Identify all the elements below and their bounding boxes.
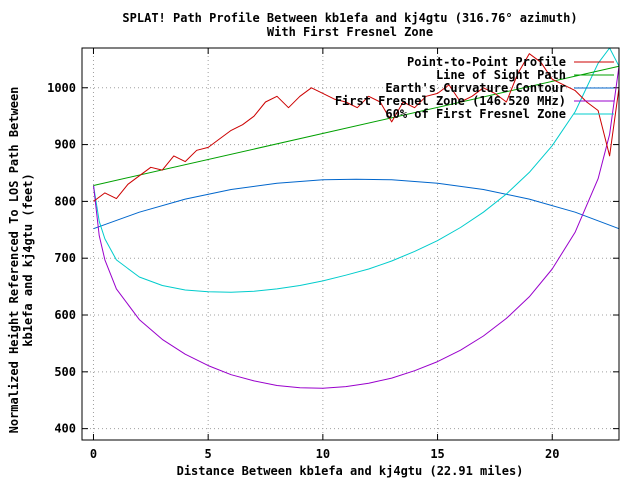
chart-title: SPLAT! Path Profile Between kb1efa and k…: [122, 11, 577, 25]
series-line-60-of-first-fresnel-zone: [93, 47, 620, 293]
legend-label: First Fresnel Zone (146.520 MHz): [335, 94, 566, 108]
legend-label: Earth's Curvature Contour: [385, 81, 566, 95]
y-axis-label-line2: kb1efa and kj4gtu (feet): [21, 173, 35, 346]
x-axis-label: Distance Between kb1efa and kj4gtu (22.9…: [177, 464, 524, 478]
x-tick-label: 5: [205, 447, 212, 461]
y-tick-label: 800: [54, 194, 76, 208]
y-tick-label: 900: [54, 138, 76, 152]
y-axis-label-line1: Normalized Height Referenced To LOS Path…: [7, 87, 21, 434]
series-line-line-of-sight-path: [93, 65, 620, 186]
series-layer: [93, 47, 620, 389]
y-tick-label: 500: [54, 365, 76, 379]
y-tick-label: 400: [54, 422, 76, 436]
chart-subtitle: With First Fresnel Zone: [267, 25, 433, 39]
tick-layer: 0 5 10 15 20 400 500 600 700 800 900 1000: [47, 48, 619, 461]
y-tick-label: 600: [54, 308, 76, 322]
x-tick-label: 10: [316, 447, 330, 461]
legend-label: Point-to-Point Profile: [407, 55, 566, 69]
x-tick-label: 0: [90, 447, 97, 461]
x-tick-label: 15: [430, 447, 444, 461]
series-line-point-to-point-profile: [93, 53, 620, 202]
legend-label: Line of Sight Path: [436, 68, 566, 82]
y-tick-label: 1000: [47, 81, 76, 95]
series-line-earth-s-curvature-contour: [93, 178, 620, 230]
y-tick-label: 700: [54, 251, 76, 265]
series-line-first-fresnel-zone-146-520-mhz: [93, 66, 620, 389]
grid-layer: [82, 48, 619, 440]
x-tick-label: 20: [545, 447, 559, 461]
plot-frame: [81, 47, 620, 441]
legend-label: 60% of First Fresnel Zone: [385, 107, 566, 121]
